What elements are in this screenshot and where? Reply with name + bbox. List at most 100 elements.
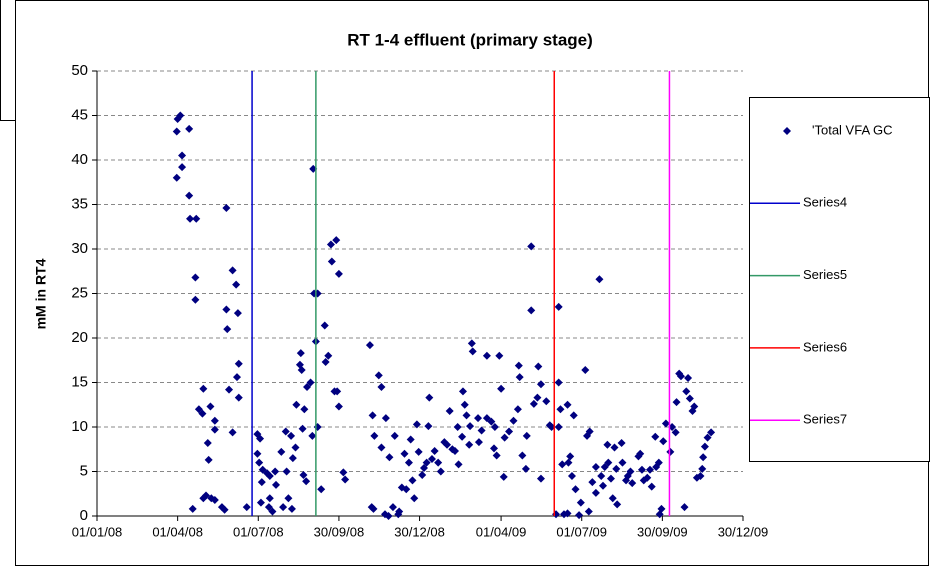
data-point (327, 257, 336, 266)
data-point (468, 347, 477, 356)
data-point (610, 443, 619, 452)
y-tick-label: 0 (80, 507, 88, 524)
data-point (563, 509, 572, 518)
data-point (253, 449, 262, 458)
data-point (509, 416, 518, 425)
data-point (576, 498, 585, 507)
data-point (527, 306, 536, 315)
data-point (682, 387, 691, 396)
data-point (465, 440, 474, 449)
data-point (467, 339, 476, 348)
data-point (321, 358, 330, 367)
data-point (381, 414, 390, 423)
data-point (637, 465, 646, 474)
data-point (554, 378, 563, 387)
data-point (581, 366, 590, 375)
data-point (666, 447, 675, 456)
x-tick-label: 30/12/09 (718, 524, 769, 539)
data-point (324, 351, 333, 360)
y-axis-label: mM in RT4 (33, 258, 49, 329)
y-tick-label: 50 (71, 62, 88, 79)
data-point (569, 411, 578, 420)
data-point (554, 302, 563, 311)
data-point (608, 494, 617, 503)
data-point (606, 474, 615, 483)
data-point (410, 494, 419, 503)
data-point (618, 458, 627, 467)
data-point (422, 458, 431, 467)
data-point (558, 460, 567, 469)
data-point (282, 467, 291, 476)
data-point (284, 494, 293, 503)
data-point (255, 458, 264, 467)
data-point (334, 269, 343, 278)
data-point (514, 361, 523, 370)
side-frame (0, 0, 15, 121)
y-tick-label: 35 (71, 195, 88, 212)
data-point (256, 498, 265, 507)
data-point (427, 455, 436, 464)
y-tick-label: 20 (71, 329, 88, 346)
data-point (559, 510, 568, 519)
data-point (585, 427, 594, 436)
data-point (186, 214, 195, 223)
data-point (341, 475, 350, 484)
data-point (265, 494, 274, 503)
data-point (306, 378, 315, 387)
data-point (203, 439, 212, 448)
data-point (334, 402, 343, 411)
y-tick-label: 25 (71, 284, 88, 301)
data-point (222, 204, 231, 213)
data-point (490, 423, 499, 431)
data-point (188, 504, 197, 513)
data-point (613, 500, 622, 509)
data-point (271, 467, 280, 476)
data-point (388, 503, 397, 512)
data-point (707, 428, 716, 437)
data-point (425, 393, 434, 402)
legend-box (749, 97, 930, 462)
data-point (291, 443, 300, 452)
data-point (647, 482, 656, 491)
data-point (651, 432, 660, 441)
legend-label: Series6 (803, 339, 847, 354)
data-point (645, 465, 654, 474)
data-point (299, 471, 308, 480)
data-point (418, 471, 427, 480)
data-point (234, 359, 243, 368)
data-point (234, 393, 243, 402)
data-point (233, 309, 242, 318)
data-point (696, 471, 705, 480)
data-point (684, 374, 693, 383)
data-point (412, 420, 421, 429)
data-point (220, 505, 229, 514)
data-point (445, 406, 454, 415)
data-point (430, 447, 439, 456)
data-point (400, 449, 409, 458)
data-point (298, 424, 307, 433)
data-point (256, 434, 265, 443)
chart-title: RT 1-4 effluent (primary stage) (347, 30, 593, 49)
data-point (489, 444, 498, 453)
data-point (533, 393, 542, 402)
data-point (454, 460, 463, 469)
data-point (522, 431, 531, 440)
data-point (554, 423, 563, 431)
data-point (297, 366, 306, 375)
data-point (377, 382, 386, 391)
data-point (563, 400, 572, 409)
data-point (597, 471, 606, 480)
y-tick-label: 10 (71, 418, 88, 435)
data-point (434, 458, 443, 467)
data-point (185, 124, 194, 133)
y-tick-label: 30 (71, 240, 88, 257)
y-tick-label: 40 (71, 151, 88, 168)
data-point (206, 402, 215, 411)
data-point (591, 488, 600, 497)
y-tick-label: 5 (80, 462, 88, 479)
data-point (513, 405, 522, 414)
data-point (690, 402, 699, 411)
data-point (499, 472, 508, 481)
data-point (178, 163, 187, 172)
